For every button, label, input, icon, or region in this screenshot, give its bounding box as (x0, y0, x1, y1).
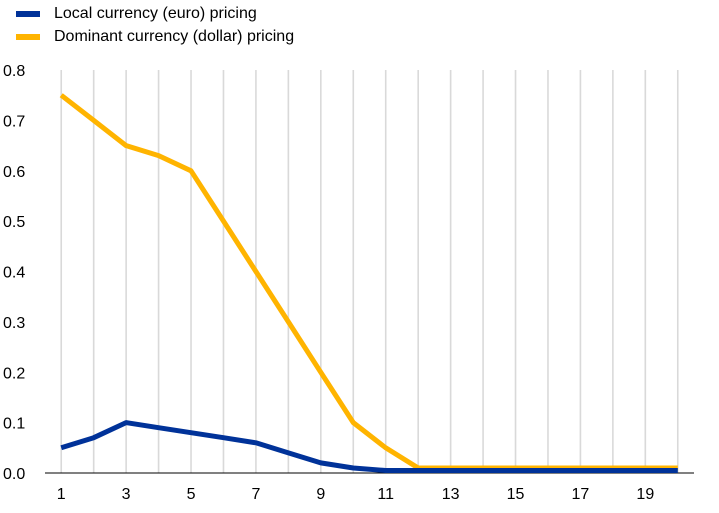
chart-legend: Local currency (euro) pricing Dominant c… (16, 2, 294, 48)
x-tick-label: 7 (251, 486, 260, 503)
series-line-dominant-currency (59, 93, 678, 471)
y-tick-label: 0.1 (3, 416, 25, 433)
y-tick-label: 0.8 (3, 63, 25, 80)
data-series (59, 93, 678, 473)
y-tick-label: 0.6 (3, 164, 25, 181)
legend-swatch-dominant-currency (16, 33, 40, 40)
legend-swatch-local-currency (16, 10, 40, 17)
grid-lines (60, 70, 679, 473)
x-tick-label: 17 (572, 486, 590, 503)
x-tick-label: 19 (636, 486, 654, 503)
x-tick-label: 3 (122, 486, 131, 503)
y-tick-label: 0.3 (3, 315, 25, 332)
x-tick-label: 13 (442, 486, 460, 503)
legend-label-local-currency: Local currency (euro) pricing (54, 4, 257, 22)
x-tick-label: 15 (507, 486, 525, 503)
legend-label-dominant-currency: Dominant currency (dollar) pricing (54, 27, 295, 45)
x-tick-label: 5 (187, 486, 196, 503)
y-tick-label: 0.5 (3, 214, 25, 231)
legend-item-local-currency: Local currency (euro) pricing (16, 2, 294, 25)
y-tick-label: 0.0 (3, 466, 25, 483)
x-tick-label: 9 (316, 486, 325, 503)
legend-item-dominant-currency: Dominant currency (dollar) pricing (16, 25, 294, 48)
x-tick-label: 1 (57, 486, 66, 503)
y-tick-labels: 0.0 0.1 0.2 0.3 0.4 0.5 0.6 0.7 0.8 (3, 63, 25, 483)
y-tick-label: 0.4 (3, 265, 25, 282)
x-tick-label: 11 (377, 486, 394, 503)
x-tick-labels: 1 3 5 7 9 11 13 15 17 19 (57, 486, 655, 503)
series-line-local-currency (60, 420, 678, 473)
y-tick-label: 0.7 (3, 113, 25, 130)
y-tick-label: 0.2 (3, 365, 25, 382)
